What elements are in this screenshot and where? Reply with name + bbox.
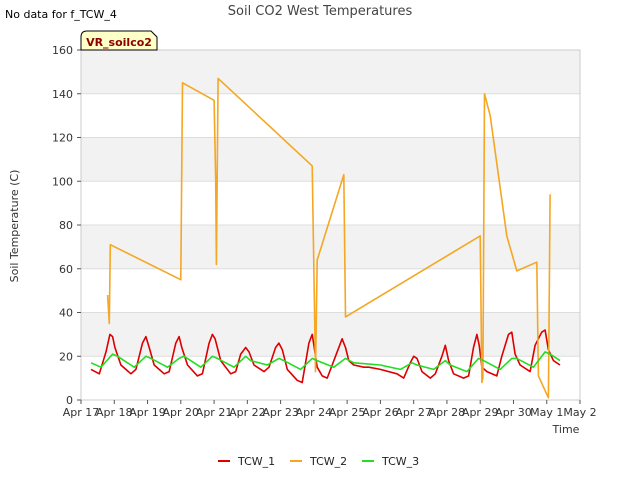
series-lines: [90, 77, 561, 399]
x-tick-label: Apr 20: [163, 406, 200, 419]
y-tick-label: 80: [59, 219, 73, 232]
background-band: [81, 225, 580, 269]
x-tick-label: Apr 27: [395, 406, 432, 419]
legend: TCW_1 TCW_2 TCW_3: [218, 455, 419, 468]
series-line-tcw_3: [90, 351, 561, 373]
chart-title: Soil CO2 West Temperatures: [228, 4, 413, 19]
y-tick-label: 0: [66, 394, 73, 407]
site-label: VR_soilco2: [86, 36, 152, 49]
x-tick-label: Apr 19: [129, 406, 166, 419]
background-band: [81, 137, 580, 182]
y-tick-label: 60: [59, 263, 73, 276]
x-tick-label: Apr 30: [495, 406, 532, 419]
x-tick-label: Apr 26: [362, 406, 399, 419]
x-tick-label: Apr 18: [96, 406, 133, 419]
y-tick-label: 160: [52, 44, 73, 57]
x-axis-label: Time: [552, 423, 580, 436]
x-tick-label: Apr 23: [262, 406, 299, 419]
y-axis-label: Soil Temperature (C): [8, 170, 21, 283]
site-label-box: VR_soilco2: [80, 30, 158, 51]
x-tick-label: Apr 17: [63, 406, 100, 419]
x-tick-label: Apr 22: [229, 406, 266, 419]
legend-label: TCW_1: [237, 455, 275, 468]
y-tick-label: 100: [52, 175, 73, 188]
x-tick-label: May 2: [563, 406, 596, 419]
y-tick-label: 120: [52, 132, 73, 145]
x-tick-label: Apr 28: [429, 406, 466, 419]
legend-item-tcw_1: TCW_1: [218, 455, 275, 468]
no-data-note: No data for f_TCW_4: [5, 8, 117, 21]
legend-label: TCW_2: [309, 455, 347, 468]
x-tick-label: Apr 25: [329, 406, 366, 419]
y-tick-label: 140: [52, 88, 73, 101]
legend-item-tcw_2: TCW_2: [290, 455, 347, 468]
background-band: [81, 50, 580, 94]
site-label-background: [80, 30, 158, 51]
background-bands: [81, 50, 580, 357]
legend-label: TCW_3: [381, 455, 419, 468]
x-tick-label: Apr 29: [462, 406, 499, 419]
background-band: [81, 312, 580, 357]
y-tick-label: 40: [59, 307, 73, 320]
x-tick-label: Apr 21: [196, 406, 233, 419]
legend-item-tcw_3: TCW_3: [362, 455, 419, 468]
x-tick-label: May 1: [530, 406, 563, 419]
x-tick-label: Apr 24: [296, 406, 333, 419]
y-tick-label: 20: [59, 350, 73, 363]
y-axis: 0 20 40 60 80 100 120 140 160: [52, 44, 81, 407]
series-line-tcw_2: [106, 77, 551, 399]
